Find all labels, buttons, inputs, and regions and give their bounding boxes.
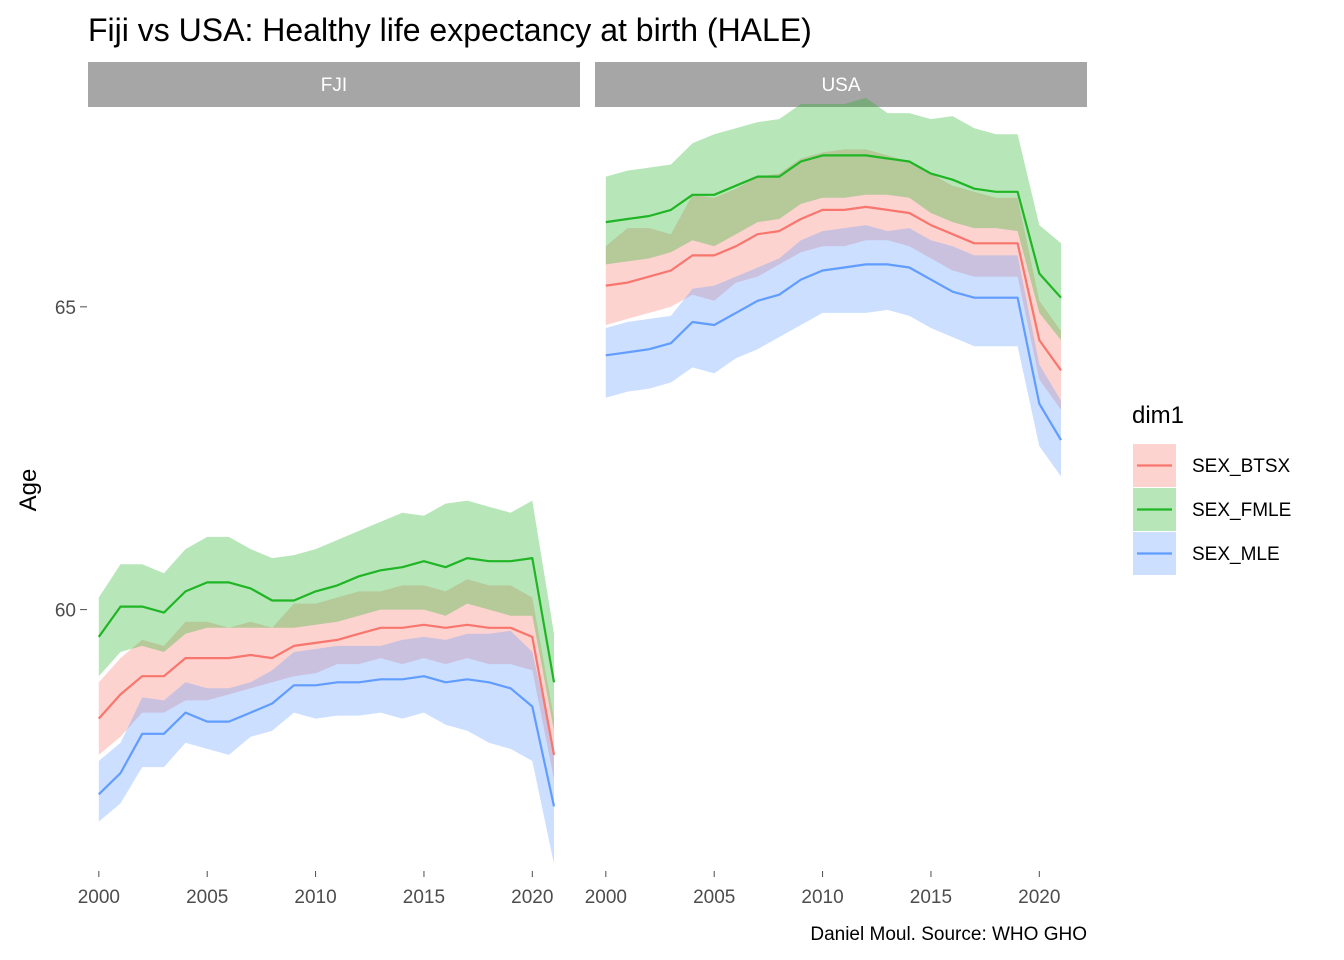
line-sex-mle: [605, 263, 1062, 441]
strip-fji: [88, 62, 580, 107]
strip-label-fji: FJI: [321, 75, 347, 96]
y-tick-label: 65: [55, 298, 76, 319]
legend: SEX_BTSX SEX_FMLE SEX_MLE: [1133, 444, 1291, 575]
y-axis-title: Age: [15, 469, 42, 512]
ribbon-sex-btsx: [98, 579, 555, 780]
line-sex-btsx: [605, 205, 1062, 372]
x-tick-label: 2005: [693, 887, 735, 908]
ribbon-sex-fmle: [98, 500, 555, 731]
legend-label: SEX_BTSX: [1192, 456, 1291, 477]
x-tick-label: 2015: [910, 887, 952, 908]
ribbon-sex-btsx: [605, 149, 1061, 410]
strip-usa: [595, 62, 1087, 107]
line-sex-mle: [98, 675, 556, 807]
x-tick-label: 2000: [78, 887, 120, 908]
caption: Daniel Moul. Source: WHO GHO: [810, 924, 1087, 945]
ribbon-sex-mle: [98, 630, 555, 864]
chart-title: Fiji vs USA: Healthy life expectancy at …: [88, 12, 812, 48]
ribbon-sex-fmle: [605, 97, 1061, 341]
x-tick-label: 2010: [294, 887, 336, 908]
x-tick-label: 2000: [585, 887, 627, 908]
panel-usa: [605, 97, 1062, 477]
y-axis: 60 65: [55, 298, 87, 622]
x-tick-label: 2015: [403, 887, 445, 908]
legend-label: SEX_FMLE: [1192, 500, 1291, 521]
x-tick-label: 2020: [1018, 887, 1060, 908]
legend-title: dim1: [1132, 402, 1184, 429]
strip-label-usa: USA: [821, 75, 860, 96]
x-tick-label: 2020: [511, 887, 553, 908]
x-axis-usa: 2000 2005 2010 2015 2020: [585, 871, 1060, 908]
x-tick-label: 2010: [801, 887, 843, 908]
x-axis-fji: 2000 2005 2010 2015 2020: [78, 871, 553, 908]
line-sex-btsx: [97, 623, 556, 756]
line-sex-fmle: [97, 556, 556, 683]
line-sex-fmle: [605, 154, 1062, 299]
panel-fji: [97, 500, 556, 864]
legend-label: SEX_MLE: [1192, 544, 1280, 565]
x-tick-label: 2005: [186, 887, 228, 908]
y-tick-label: 60: [55, 601, 76, 622]
